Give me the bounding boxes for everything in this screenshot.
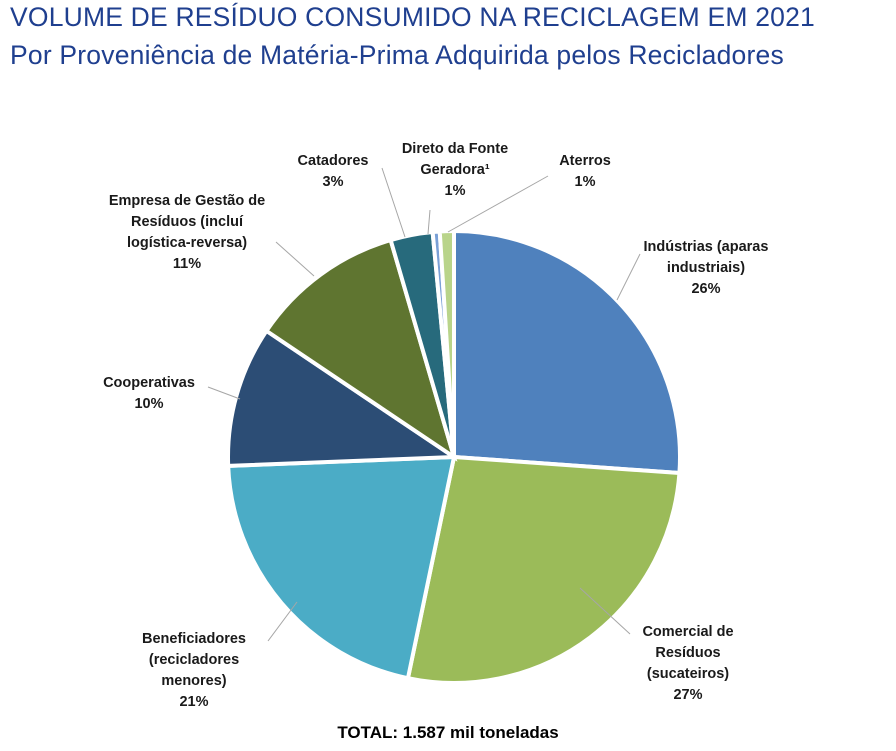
slice-name-label-8: Aterros xyxy=(559,153,611,169)
slice-name-label-7: Direto da Fonte xyxy=(402,141,508,157)
slice-2 xyxy=(405,454,682,685)
leader-line-3 xyxy=(267,601,298,642)
leader-line-7 xyxy=(427,209,431,235)
chart-subtitle: Por Proveniência de Matéria-Prima Adquir… xyxy=(10,40,784,70)
slice-name-label-5: Empresa de Gestão de xyxy=(109,193,265,209)
leader-line-8 xyxy=(447,175,549,233)
leader-line-6 xyxy=(381,167,406,238)
leader-line-1 xyxy=(616,253,641,301)
slice-name-label-1: Indústrias (aparas xyxy=(644,239,769,255)
slice-value-label-4: 10% xyxy=(134,396,163,412)
slice-name-label-2: Comercial de xyxy=(642,624,733,640)
slice-1 xyxy=(452,228,682,476)
slice-value-label-6: 3% xyxy=(323,174,344,190)
slice-8 xyxy=(437,228,456,458)
leader-line-2 xyxy=(579,587,631,635)
slice-name-label-5: Resíduos (incluí xyxy=(131,214,244,230)
slice-name-label-6: Catadores xyxy=(298,153,369,169)
slice-value-label-2: 27% xyxy=(673,687,702,703)
slice-name-label-5: logística-reversa) xyxy=(127,235,247,251)
leader-line-5 xyxy=(275,241,315,277)
slice-name-label-7: Geradora¹ xyxy=(420,162,489,178)
slice-3 xyxy=(226,454,457,681)
slice-name-label-4: Cooperativas xyxy=(103,375,195,391)
leader-line-4 xyxy=(207,386,241,400)
total-label: TOTAL: 1.587 mil toneladas xyxy=(337,723,559,742)
slice-value-label-8: 1% xyxy=(575,174,596,190)
chart-title: VOLUME DE RESÍDUO CONSUMIDO NA RECICLAGE… xyxy=(10,2,815,32)
slice-4 xyxy=(226,328,461,468)
slice-name-label-3: menores) xyxy=(161,673,226,689)
slice-value-label-5: 11% xyxy=(173,256,201,272)
slice-name-label-3: (recicladores xyxy=(149,652,239,668)
slice-value-label-7: 1% xyxy=(445,183,466,199)
slice-name-label-2: Resíduos xyxy=(655,645,720,661)
slice-name-label-3: Beneficiadores xyxy=(142,631,246,647)
slice-name-label-2: (sucateiros) xyxy=(647,666,729,682)
slice-5 xyxy=(263,237,458,462)
slice-value-label-1: 26% xyxy=(691,281,720,297)
slice-name-label-1: industriais) xyxy=(667,260,745,276)
slice-value-label-3: 21% xyxy=(179,694,208,710)
